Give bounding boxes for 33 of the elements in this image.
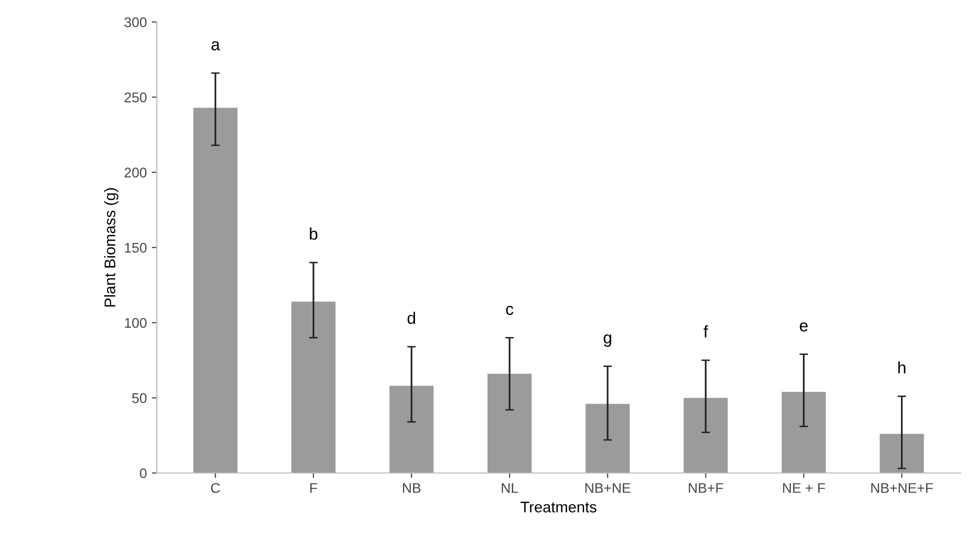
bar [880,434,924,473]
bar [586,404,630,473]
bar [782,392,826,473]
x-tick-label: NB [403,483,420,493]
bar [193,108,238,473]
y-tick-label: 300 [124,17,147,28]
bar [389,386,434,473]
annotation: c [506,306,514,315]
annotation: a [211,41,220,50]
annotation: f [704,325,708,338]
x-tick-label: NL [502,483,518,493]
y-tick-label: 0 [140,468,147,478]
annotation: g [604,334,612,347]
annotation: d [408,312,416,324]
bar [488,374,532,473]
x-tick-label: NB+NE+F [871,483,933,493]
x-tick-label: NB+NE [585,483,630,493]
annotation: h [898,361,906,374]
y-tick-label: 100 [124,318,147,328]
x-tick-label: NB+F [688,483,724,493]
bar [291,302,336,473]
y-tick-label: 50 [132,393,147,404]
y-tick-label: 200 [124,168,147,178]
annotation: e [800,322,808,332]
bar [684,398,728,473]
x-tick-label: C [211,483,220,493]
x-tick-label: NE + F [783,483,825,493]
y-tick-label: 250 [124,92,147,102]
y-tick-label: 150 [124,242,147,253]
x-tick-label: F [310,483,318,493]
x-axis-title: Treatments [520,502,596,512]
y-axis-title: Plant Biomass (g) [104,188,118,307]
annotation: b [310,228,318,240]
